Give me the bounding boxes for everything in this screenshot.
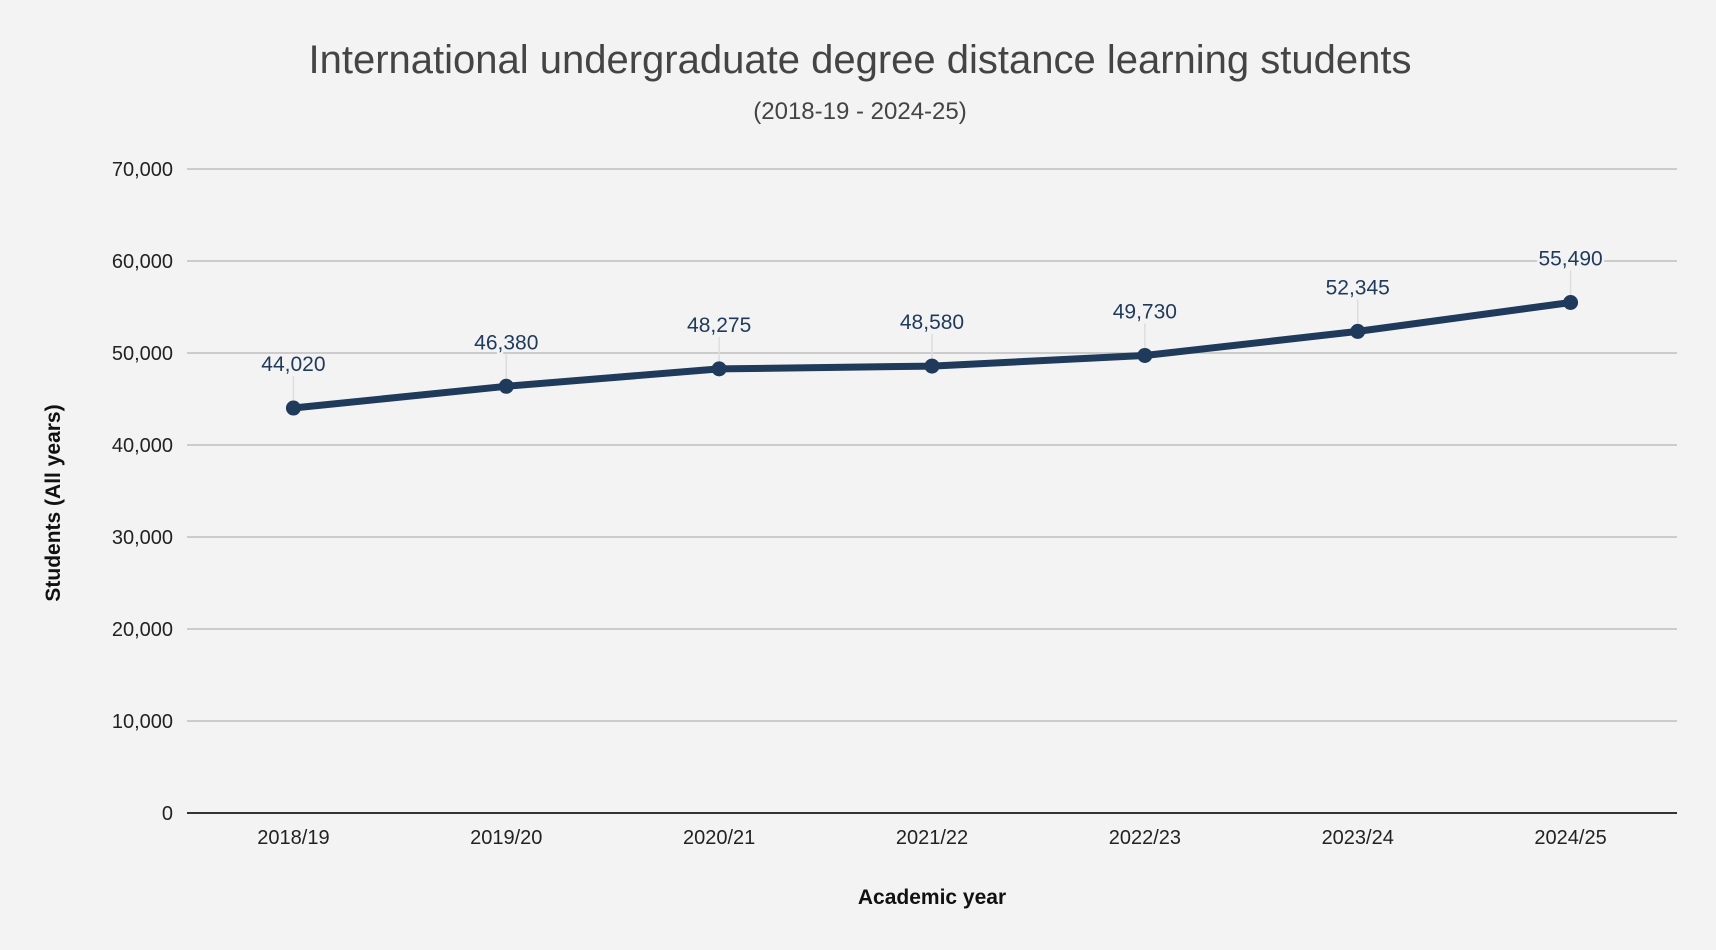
y-tick-label: 60,000 — [112, 251, 173, 273]
y-tick-label: 70,000 — [112, 159, 173, 181]
y-tick-label: 10,000 — [112, 711, 173, 733]
data-label: 55,490 — [1538, 247, 1602, 270]
data-point-marker[interactable] — [711, 361, 727, 377]
y-axis-title: Students (All years) — [42, 404, 65, 601]
y-axis-ticks: 0 10,000 20,000 30,000 40,000 50,000 60,000 70,… — [112, 159, 173, 825]
data-label: 48,275 — [687, 314, 751, 337]
y-tick-label: 30,000 — [112, 527, 173, 549]
data-label: 49,730 — [1113, 300, 1177, 323]
x-tick-label: 2024/25 — [1534, 827, 1606, 849]
y-tick-label: 50,000 — [112, 343, 173, 365]
data-point-marker[interactable] — [498, 378, 514, 394]
x-tick-label: 2018/19 — [257, 827, 329, 849]
x-tick-label: 2019/20 — [470, 827, 542, 849]
chart-title: International undergraduate degree dista… — [308, 38, 1411, 82]
x-tick-label: 2021/22 — [896, 827, 968, 849]
data-labels: 44,020 46,380 48,275 48,580 49,730 52,345 55,4… — [259, 245, 1605, 379]
data-point-marker[interactable] — [285, 400, 301, 416]
data-point-marker[interactable] — [1350, 323, 1366, 339]
gridlines — [187, 168, 1677, 722]
y-tick-label: 40,000 — [112, 435, 173, 457]
data-label: 48,580 — [900, 311, 964, 334]
x-axis-ticks: 2018/19 2019/20 2020/21 2021/22 2022/23 2023/… — [257, 827, 1606, 849]
chart-subtitle: (2018-19 - 2024-25) — [753, 98, 966, 125]
y-tick-label: 20,000 — [112, 619, 173, 641]
data-point-marker[interactable] — [924, 358, 940, 374]
series-markers — [285, 294, 1579, 416]
y-tick-label: 0 — [162, 803, 173, 825]
data-label: 44,020 — [261, 353, 325, 376]
data-label: 52,345 — [1326, 276, 1390, 299]
data-label: 46,380 — [474, 331, 538, 354]
x-tick-label: 2023/24 — [1322, 827, 1394, 849]
x-tick-label: 2022/23 — [1109, 827, 1181, 849]
x-axis-title: Academic year — [858, 886, 1006, 909]
x-tick-label: 2020/21 — [683, 827, 755, 849]
data-point-marker[interactable] — [1563, 294, 1579, 310]
data-point-marker[interactable] — [1137, 347, 1153, 363]
